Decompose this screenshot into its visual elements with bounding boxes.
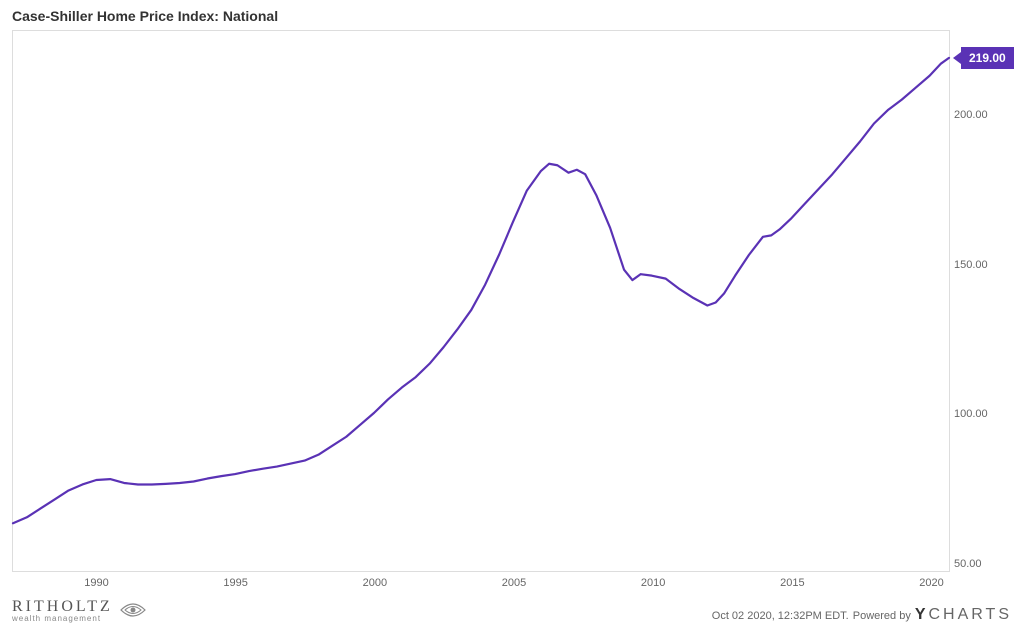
x-tick-label: 2000 — [363, 577, 387, 589]
last-value-callout: 219.00 — [961, 47, 1014, 69]
chart-title: Case-Shiller Home Price Index: National — [12, 8, 278, 24]
ritholtz-name: RITHOLTZ — [12, 598, 113, 616]
x-tick-label: 2005 — [502, 577, 526, 589]
x-tick-label: 2015 — [780, 577, 804, 589]
y-tick-label: 150.00 — [954, 259, 999, 271]
ycharts-logo: YCHARTS — [915, 606, 1012, 624]
price-line — [13, 58, 949, 523]
line-chart-svg — [13, 31, 949, 571]
x-tick-label: 2020 — [919, 577, 943, 589]
x-tick-label: 1995 — [223, 577, 247, 589]
x-tick-label: 1990 — [84, 577, 108, 589]
plot-area: 219.00 50.00100.00150.00200.001990199520… — [12, 30, 950, 572]
callout-value: 219.00 — [969, 51, 1006, 65]
y-tick-label: 200.00 — [954, 109, 999, 121]
footer-right: Oct 02 2020, 12:32PM EDT. Powered by YCH… — [712, 606, 1012, 624]
y-tick-label: 100.00 — [954, 408, 999, 420]
ritholtz-swoosh-icon — [119, 596, 147, 624]
timestamp: Oct 02 2020, 12:32PM EDT. — [712, 610, 849, 622]
powered-by-label: Powered by — [853, 610, 911, 622]
ritholtz-logo: RITHOLTZ wealth management — [12, 596, 147, 624]
footer: RITHOLTZ wealth management Oct 02 2020, … — [12, 596, 1012, 624]
ycharts-text: CHARTS — [929, 606, 1013, 623]
x-tick-label: 2010 — [641, 577, 665, 589]
y-tick-label: 50.00 — [954, 558, 999, 570]
ritholtz-sub: wealth management — [12, 614, 113, 623]
